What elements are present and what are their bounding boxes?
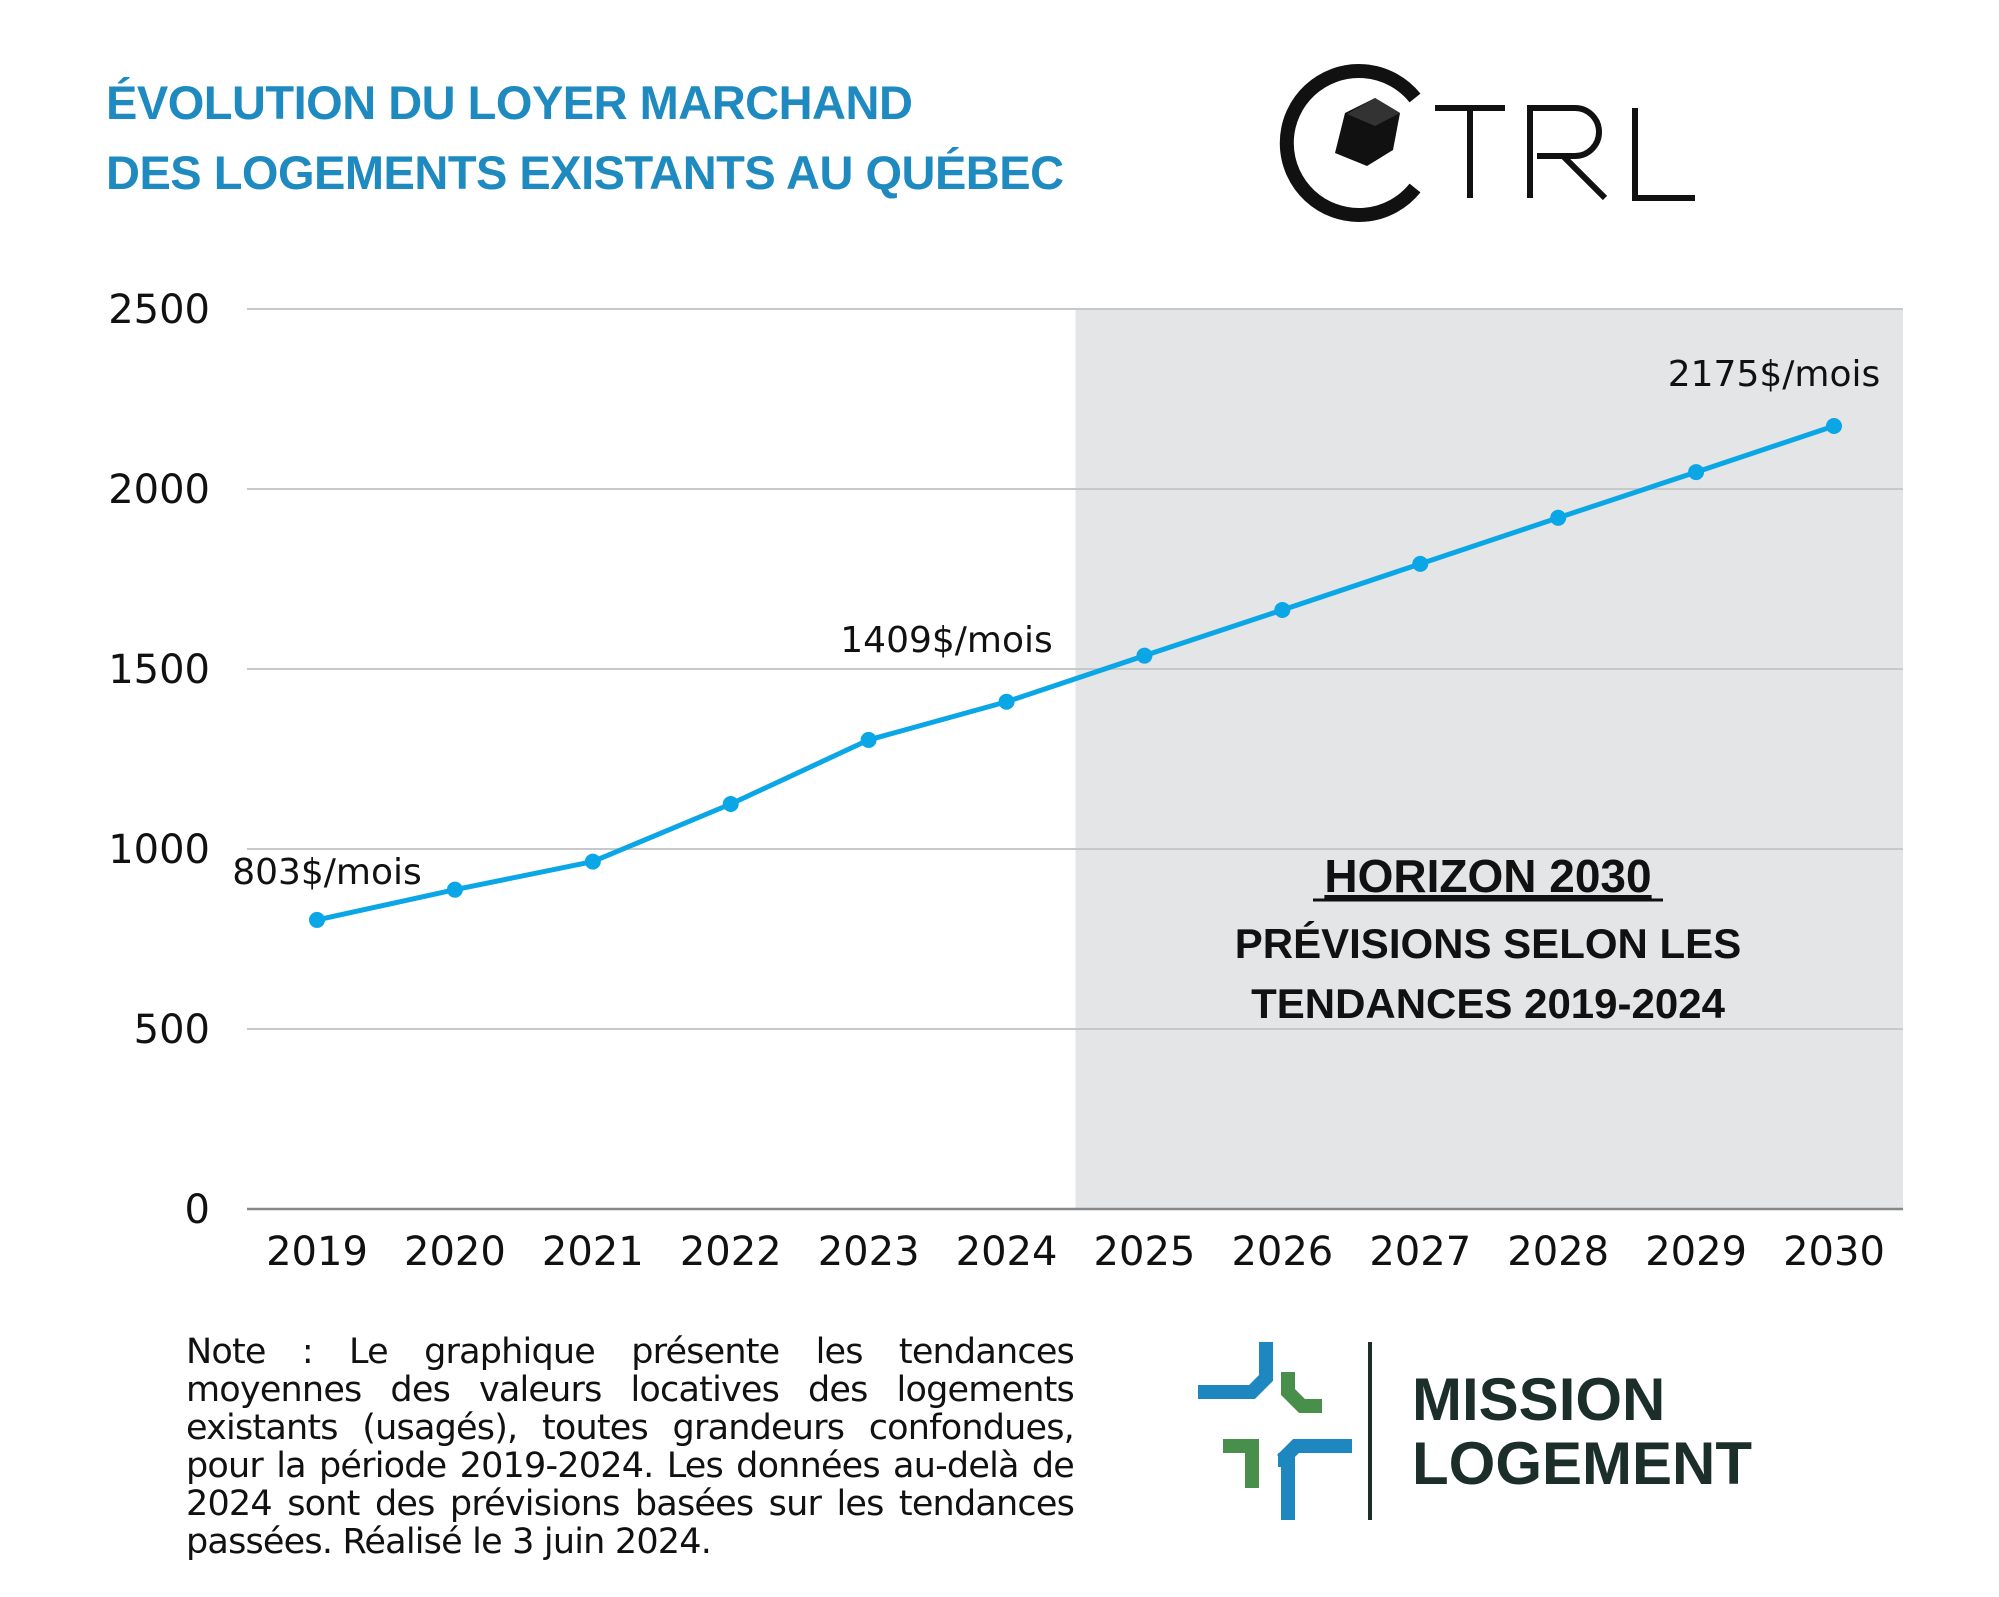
mission-logement-logo: [1198, 1342, 1372, 1520]
y-tick-label: 500: [134, 1007, 210, 1053]
data-label: 803$/mois: [232, 852, 422, 893]
mission-line-2: LOGEMENT: [1412, 1430, 1752, 1497]
x-tick-label: 2028: [1507, 1229, 1609, 1275]
data-point: [446, 881, 463, 898]
data-point: [309, 911, 325, 928]
data-label: 2175$/mois: [1668, 354, 1881, 395]
x-tick-label: 2020: [404, 1229, 506, 1275]
forecast-heading: HORIZON 2030: [1324, 850, 1651, 902]
chart-title: ÉVOLUTION DU LOYER MARCHAND DES LOGEMENT…: [106, 68, 1064, 208]
series-line: [316, 423, 1835, 923]
ctrl-logo: [1279, 64, 1695, 222]
data-point: [1826, 418, 1842, 434]
line-chart: 0 500 1000 1500 2000 2500 2019 2020 2021 2022 2023…: [108, 287, 1903, 1275]
y-tick-label: 2000: [108, 467, 210, 513]
data-label: 1409$/mois: [840, 620, 1053, 661]
mission-logement-text: MISSION LOGEMENT: [1412, 1368, 1752, 1496]
data-point: [1550, 509, 1567, 526]
data-point: [1136, 647, 1153, 664]
forecast-band: [1075, 309, 1903, 1209]
title-line-2: DES LOGEMENTS EXISTANTS AU QUÉBEC: [106, 146, 1064, 199]
y-tick-label: 1000: [108, 827, 210, 873]
chart-note: Note : Le graphique présente les tendanc…: [186, 1332, 1075, 1562]
x-tick-label: 2019: [266, 1229, 368, 1275]
data-point: [584, 853, 601, 870]
forecast-subtitle-line-1: PRÉVISIONS SELON LES: [1235, 920, 1741, 967]
forecast-subtitle-line-2: TENDANCES 2019-2024: [1251, 980, 1726, 1027]
data-point: [722, 796, 739, 812]
data-point: [1688, 464, 1705, 481]
title-line-1: ÉVOLUTION DU LOYER MARCHAND: [106, 76, 913, 129]
x-tick-label: 2022: [680, 1229, 782, 1275]
x-tick-label: 2021: [542, 1229, 644, 1275]
x-tick-label: 2024: [956, 1229, 1058, 1275]
x-tick-label: 2023: [818, 1229, 920, 1275]
data-point: [998, 693, 1015, 710]
data-point: [1274, 601, 1291, 618]
data-point: [1412, 555, 1429, 572]
mission-line-1: MISSION: [1412, 1366, 1666, 1433]
x-tick-label: 2026: [1231, 1229, 1333, 1275]
x-tick-label: 2029: [1645, 1229, 1747, 1275]
y-tick-label: 0: [185, 1187, 210, 1233]
y-tick-label: 2500: [108, 287, 210, 333]
y-tick-label: 1500: [108, 647, 210, 693]
data-point: [860, 731, 877, 748]
x-tick-label: 2027: [1369, 1229, 1471, 1275]
x-tick-label: 2030: [1783, 1229, 1885, 1275]
x-tick-label: 2025: [1094, 1229, 1196, 1275]
